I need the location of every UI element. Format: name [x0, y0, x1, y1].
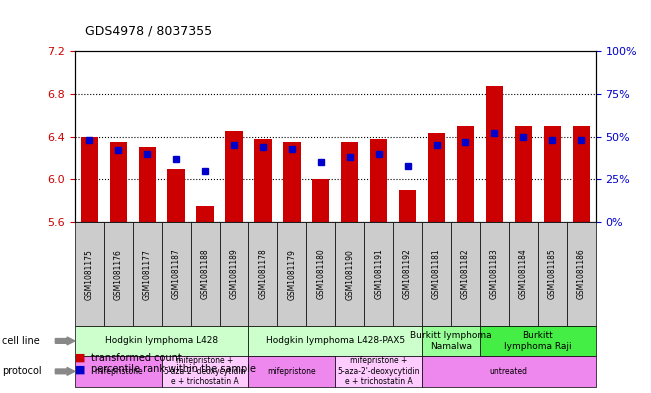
Bar	[486, 86, 503, 222]
Bar	[341, 142, 359, 222]
Bar	[283, 142, 301, 222]
Text: percentile rank within the sample: percentile rank within the sample	[91, 364, 256, 375]
Text: Hodgkin lymphoma L428-PAX5: Hodgkin lymphoma L428-PAX5	[266, 336, 405, 345]
Bar	[399, 190, 416, 222]
Bar	[572, 126, 590, 222]
Text: GSM1081190: GSM1081190	[345, 249, 354, 299]
Bar	[544, 126, 561, 222]
FancyArrow shape	[55, 367, 75, 375]
Text: GSM1081192: GSM1081192	[403, 249, 412, 299]
Text: mifepristone: mifepristone	[94, 367, 143, 376]
Text: GSM1081179: GSM1081179	[287, 249, 296, 299]
Bar	[197, 206, 214, 222]
Text: ■: ■	[75, 353, 85, 363]
Text: GSM1081176: GSM1081176	[114, 249, 123, 299]
Bar	[81, 136, 98, 222]
Text: ■: ■	[75, 364, 85, 375]
Text: GSM1081175: GSM1081175	[85, 249, 94, 299]
Bar	[225, 131, 243, 222]
Text: GSM1081184: GSM1081184	[519, 249, 528, 299]
Text: GSM1081187: GSM1081187	[172, 249, 180, 299]
Bar	[139, 147, 156, 222]
Text: GSM1081189: GSM1081189	[230, 249, 238, 299]
Bar	[428, 133, 445, 222]
Text: GSM1081182: GSM1081182	[461, 249, 470, 299]
Text: GSM1081186: GSM1081186	[577, 249, 586, 299]
Bar	[167, 169, 185, 222]
Bar	[109, 142, 127, 222]
Text: GSM1081188: GSM1081188	[201, 249, 210, 299]
Bar	[312, 179, 329, 222]
Bar	[255, 139, 271, 222]
Bar	[457, 126, 474, 222]
Text: GSM1081177: GSM1081177	[143, 249, 152, 299]
Text: GDS4978 / 8037355: GDS4978 / 8037355	[85, 24, 212, 37]
Text: GSM1081178: GSM1081178	[258, 249, 268, 299]
Text: cell line: cell line	[2, 336, 40, 346]
Text: GSM1081183: GSM1081183	[490, 249, 499, 299]
Text: transformed count: transformed count	[91, 353, 182, 363]
Text: mifepristone +
5-aza-2'-deoxycytidin
e + trichostatin A: mifepristone + 5-aza-2'-deoxycytidin e +…	[164, 356, 246, 386]
Text: protocol: protocol	[2, 366, 42, 376]
Text: GSM1081191: GSM1081191	[374, 249, 383, 299]
Text: untreated: untreated	[490, 367, 528, 376]
Text: mifepristone +
5-aza-2'-deoxycytidin
e + trichostatin A: mifepristone + 5-aza-2'-deoxycytidin e +…	[337, 356, 420, 386]
Text: mifepristone: mifepristone	[268, 367, 316, 376]
Bar	[370, 139, 387, 222]
FancyArrow shape	[55, 337, 75, 345]
Text: Burkitt lymphoma
Namalwa: Burkitt lymphoma Namalwa	[410, 331, 492, 351]
Text: GSM1081181: GSM1081181	[432, 249, 441, 299]
Text: GSM1081185: GSM1081185	[547, 249, 557, 299]
Text: Burkitt
lymphoma Raji: Burkitt lymphoma Raji	[504, 331, 572, 351]
Text: Hodgkin lymphoma L428: Hodgkin lymphoma L428	[105, 336, 218, 345]
Bar	[515, 126, 532, 222]
Text: GSM1081180: GSM1081180	[316, 249, 326, 299]
